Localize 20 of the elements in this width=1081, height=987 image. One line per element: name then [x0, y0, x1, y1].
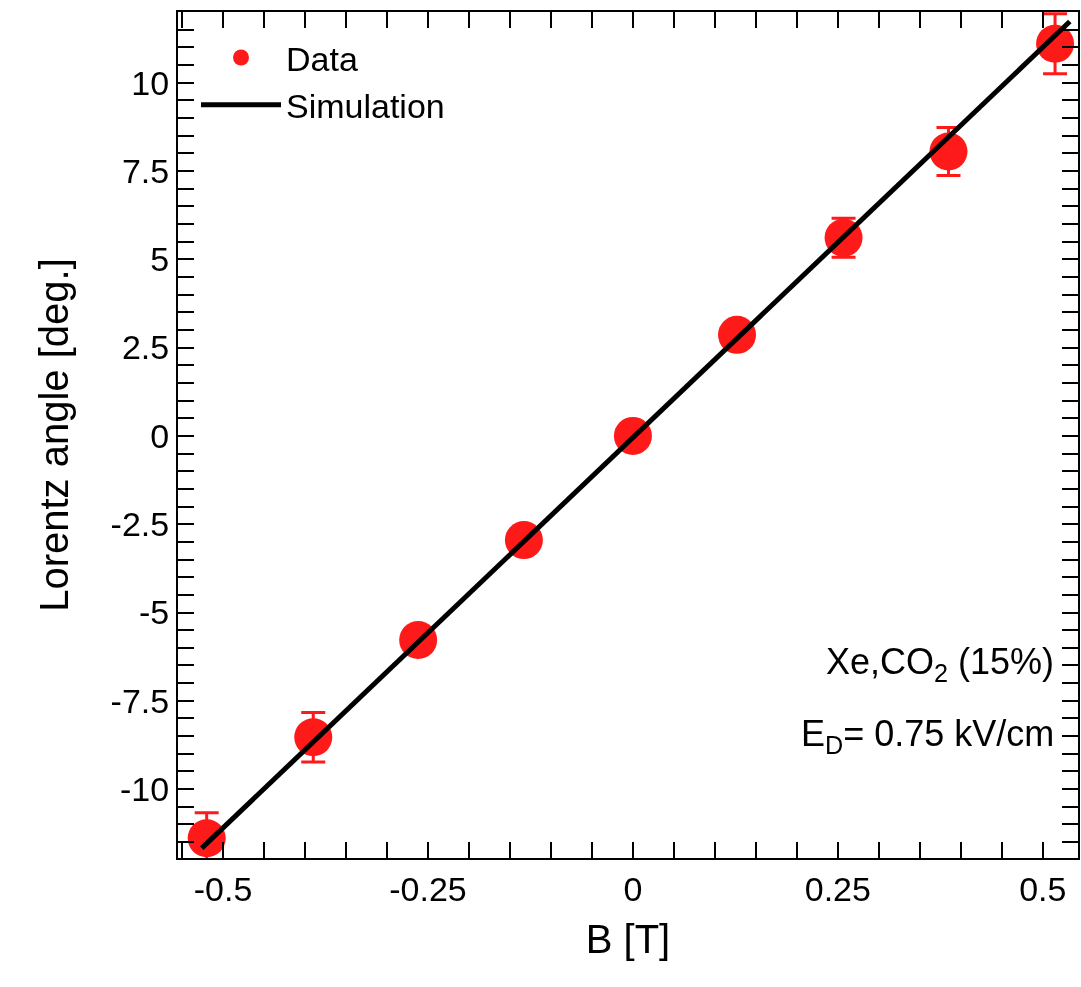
y-tick-label: 7.5	[121, 151, 170, 190]
x-tick-label: -0.5	[193, 869, 253, 908]
x-axis-title: B [T]	[585, 916, 671, 961]
x-tick-label: -0.25	[389, 869, 467, 908]
x-tick-label: 0.25	[804, 869, 871, 908]
y-tick-label: 5	[150, 240, 170, 279]
x-tick-label: 0.5	[1019, 869, 1067, 908]
y-tick-label: 10	[131, 63, 170, 102]
y-tick-label: -7.5	[110, 681, 170, 720]
annotation: E$_{D}$= 0.75 kV/cm	[801, 713, 1055, 759]
x-tick-label: 0	[623, 869, 643, 908]
annotation: Xe,CO$_{2}$ (15%)	[826, 641, 1055, 687]
legend-label: Simulation	[286, 86, 445, 125]
legend-label: Data	[286, 39, 358, 78]
y-tick-label: -10	[120, 770, 170, 809]
y-tick-label: -2.5	[110, 505, 170, 544]
y-tick-label: 2.5	[121, 328, 170, 367]
y-tick-label: -5	[138, 593, 170, 632]
y-axis-title: Lorentz angle [deg.]	[31, 258, 76, 612]
y-tick-label: 0	[150, 416, 170, 455]
